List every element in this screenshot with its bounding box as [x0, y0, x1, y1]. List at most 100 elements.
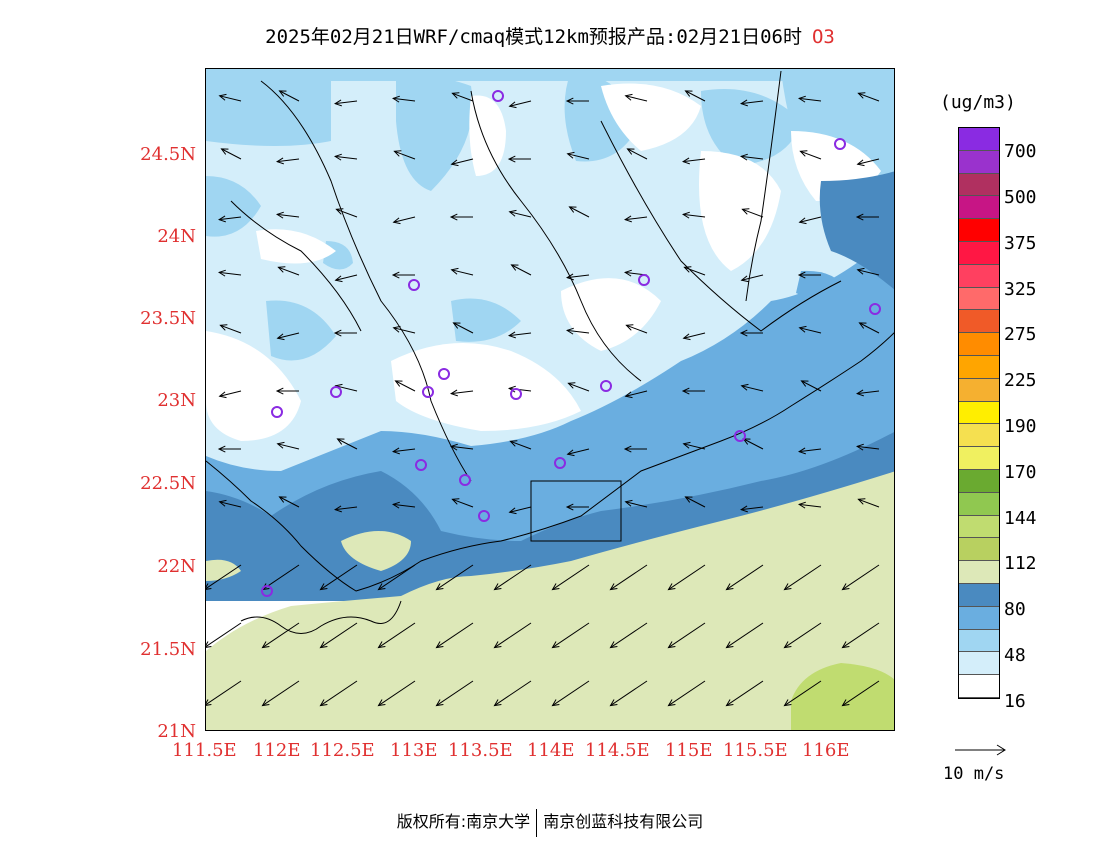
wind-vector: [797, 271, 822, 279]
color-bar-swatch: [959, 469, 999, 493]
wind-vector: [858, 322, 880, 334]
station-marker: [261, 585, 273, 597]
wind-vector: [392, 216, 416, 225]
wind-vector: [855, 213, 880, 221]
wind-vector: [276, 157, 300, 165]
wind-vector: [841, 564, 880, 591]
wind-vector: [855, 443, 880, 451]
legend-label-80: 80: [1004, 599, 1026, 620]
color-bar-swatch: [959, 561, 999, 584]
wind-vector: [856, 158, 880, 167]
wind-vector: [624, 499, 648, 508]
legend-label-275: 275: [1004, 324, 1037, 345]
wind-vector: [334, 505, 358, 513]
wind-vector: [684, 496, 706, 508]
wind-vector: [667, 680, 706, 707]
color-bar-swatch: [959, 652, 999, 676]
lat-label-24: 24N: [157, 226, 196, 247]
wind-vector: [565, 327, 590, 335]
wind-vector: [624, 390, 648, 399]
legend-unit: (ug/m3): [940, 92, 1016, 113]
wind-vector: [451, 498, 474, 508]
station-marker: [408, 279, 420, 291]
wind-vector: [392, 447, 416, 455]
wind-vector: [220, 148, 242, 160]
color-bar-swatch: [959, 538, 999, 562]
wind-vector: [218, 215, 242, 223]
wind-vector: [217, 445, 242, 453]
wind-vector: [566, 273, 590, 281]
wind-vector: [739, 153, 764, 161]
wind-vector: [683, 266, 706, 276]
wind-vector: [218, 390, 242, 399]
lon-label-116: 116E: [802, 740, 850, 761]
wind-vector: [334, 274, 358, 283]
station-marker: [422, 386, 434, 398]
wind-vector: [449, 213, 474, 221]
legend-label-170: 170: [1004, 462, 1037, 483]
wind-vector: [435, 564, 474, 591]
station-marker: [438, 368, 450, 380]
legend-label-325: 325: [1004, 279, 1037, 300]
station-marker: [510, 388, 522, 400]
color-bar-swatch: [959, 150, 999, 174]
wind-vector: [725, 680, 764, 707]
lat-label-22: 22N: [157, 556, 196, 577]
wind-vector: [739, 329, 764, 337]
wind-vector: [435, 680, 474, 707]
species-label: O3: [811, 26, 835, 48]
color-bar-swatch: [959, 583, 999, 607]
color-bar-swatch: [959, 675, 999, 698]
station-marker: [638, 274, 650, 286]
title-text: 2025年02月21日WRF/cmaq模式12km预报产品:02月21日06时: [265, 26, 802, 48]
wind-vector: [333, 329, 358, 337]
color-bar-swatch: [959, 241, 999, 265]
lon-label-112: 112E: [253, 740, 301, 761]
copyright-left: 版权所有:南京大学: [396, 812, 531, 831]
lat-label-23-5: 23.5N: [140, 308, 196, 329]
station-marker: [492, 90, 504, 102]
wind-vector: [276, 441, 300, 450]
color-bar-swatch: [959, 310, 999, 334]
wind-vector: [275, 387, 300, 395]
wind-vector: [391, 95, 416, 103]
color-bar-swatch: [959, 447, 999, 470]
color-bar-swatch: [959, 515, 999, 539]
wind-vector: [278, 90, 300, 102]
lon-label-114: 114E: [527, 740, 575, 761]
wind-vector: [391, 501, 416, 509]
legend-label-190: 190: [1004, 416, 1037, 437]
wind-vector: [609, 622, 648, 649]
wind-vector: [508, 331, 532, 339]
wind-vector: [206, 680, 242, 706]
wind-vector: [277, 266, 300, 276]
map-title: 2025年02月21日WRF/cmaq模式12km预报产品:02月21日06时 O…: [0, 22, 1100, 49]
wind-vector: [856, 267, 880, 276]
wind-vector: [509, 440, 532, 450]
color-bar-swatch: [959, 219, 999, 242]
copyright-right: 南京创蓝科技有限公司: [543, 812, 704, 831]
wind-vector: [551, 622, 590, 649]
color-bar-swatch: [959, 333, 999, 356]
wind-vector: [493, 564, 532, 591]
wind-vector: [609, 680, 648, 707]
wind-vector: [336, 438, 358, 450]
color-bar-swatch: [959, 287, 999, 311]
wind-vector: [667, 622, 706, 649]
wind-vector: [681, 211, 706, 219]
color-bar-swatch: [959, 264, 999, 288]
wind-vector: [626, 148, 648, 160]
concentration-field: [206, 69, 894, 730]
wind-vector: [377, 622, 416, 649]
wind-vector: [568, 206, 590, 218]
wind-vector: [507, 155, 532, 163]
wind-vector: [857, 92, 880, 102]
wind-vector: [450, 389, 474, 397]
wind-vector: [261, 622, 300, 649]
wind-vector: [319, 622, 358, 649]
wind-vector: [741, 208, 764, 218]
color-bar: [958, 127, 1000, 699]
wind-vector: [857, 498, 880, 508]
lon-label-113-5: 113.5E: [448, 740, 513, 761]
wind-vector: [218, 499, 242, 508]
